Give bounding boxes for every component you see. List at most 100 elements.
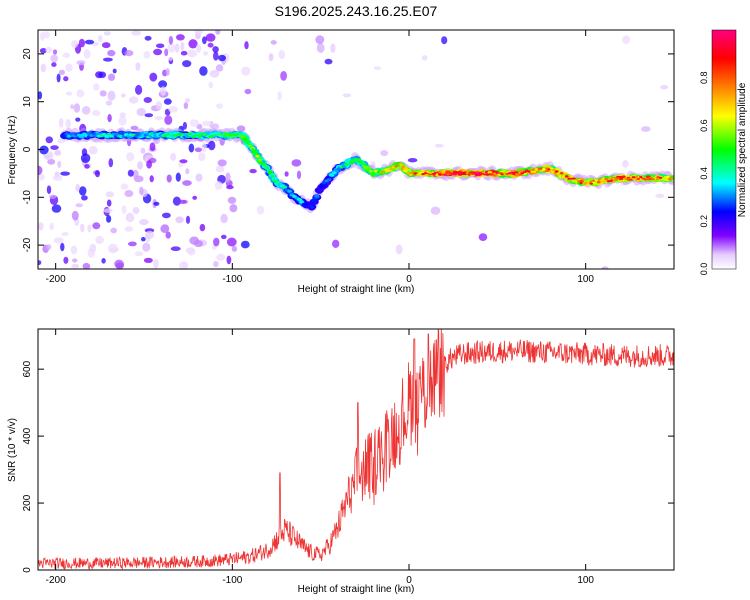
noise-speckle [61,232,69,237]
noise-speckle [198,152,206,162]
ridge-core [671,177,674,180]
ridge-core [272,177,278,181]
noise-speckle [40,63,47,73]
ridge-core [413,172,418,175]
colorbar-tick-label: 0.6 [699,119,709,132]
noise-speckle [180,50,188,56]
ridge-core [542,168,547,171]
noise-speckle [149,72,158,82]
ridge-core [411,171,416,173]
noise-speckle [149,142,156,151]
noise-speckle [178,199,187,204]
colorbar-ticks: 0.0 0.2 0.4 0.6 0.8 [699,72,709,276]
noise-speckle [72,258,78,263]
noise-speckle [76,89,85,98]
ridge-core [604,178,608,181]
noise-speckle [106,215,112,223]
noise-speckle [78,186,87,196]
noise-speckle [441,36,448,45]
noise-speckle [84,164,90,169]
spectrogram-y-tick-label: -10 [22,190,33,205]
noise-speckle [127,241,137,247]
noise-speckle [241,66,251,76]
ridge-core [352,160,356,162]
noise-speckle [226,237,237,247]
noise-speckle [164,48,169,57]
noise-speckle [75,117,81,122]
noise-speckle [231,245,238,252]
ridge-core [423,172,428,175]
ridge-core [448,171,453,174]
ridge-core [268,172,272,175]
noise-speckle [131,30,142,36]
noise-speckle [49,222,54,230]
noise-speckle [137,161,144,170]
ridge-core [438,171,443,174]
ridge-core [552,169,556,171]
noise-speckle [213,51,219,61]
ridge-core [564,175,569,178]
ridge-core [253,151,257,154]
noise-speckle [185,168,190,175]
ridge-core [666,176,670,178]
ridge-core [319,184,325,188]
noise-speckle [179,159,188,164]
noise-speckle [256,205,265,215]
ridge-core [362,165,366,168]
noise-speckle [180,41,185,51]
ridge-core [203,134,208,137]
ridge-core [577,180,581,183]
ridge-core [336,167,342,171]
noise-speckle [284,171,289,177]
noise-speckle [108,243,118,254]
noise-speckle [95,71,103,79]
snr-panel: -200 -100 0 100 0 200 400 600 Height of straigh… [7,328,675,595]
ridge-core [394,165,398,168]
noise-speckle [98,34,103,43]
ridge-core [629,178,633,181]
noise-speckle [107,73,116,81]
noise-speckle [215,64,224,72]
noise-speckle [84,39,95,45]
ridge-core [228,133,232,136]
ridge-core [287,189,292,193]
noise-speckle [622,160,629,168]
noise-speckle [165,231,171,239]
noise-speckle [130,125,139,131]
ridge-core [416,173,421,176]
noise-speckle [132,169,139,179]
noise-speckle [373,66,382,71]
colorbar: 0.0 0.2 0.4 0.6 0.8 Normalized spectral ampl… [699,29,748,276]
ridge-core [188,133,193,136]
noise-speckle [82,262,91,269]
noise-speckle [71,210,79,221]
ridge-core [329,173,334,177]
snr-frame [37,328,675,571]
noise-speckle [106,199,112,207]
noise-speckle [153,48,163,56]
noise-speckle [168,106,179,113]
ridge-core [616,177,621,179]
ridge-core [498,171,502,174]
noise-speckle [170,246,181,251]
noise-speckle [70,104,75,110]
ridge-core [554,170,559,173]
noise-speckle [188,143,195,153]
ridge-core [174,134,178,137]
ridge-core [609,179,613,182]
noise-speckle [136,107,146,117]
ridge-core [663,176,668,178]
noise-speckle [124,226,134,232]
snr-marks [38,329,674,570]
noise-speckle [81,195,88,201]
noise-speckle [380,150,389,157]
noise-speckle [188,39,198,49]
ridge-core [596,181,601,184]
ridge-core [349,161,354,165]
noise-speckle [655,193,665,198]
snr-x-tick-label: 0 [406,575,412,586]
noise-speckle [203,51,209,56]
snr-x-tick-label: -200 [46,575,66,586]
noise-speckle [46,185,52,194]
noise-speckle [342,93,352,98]
